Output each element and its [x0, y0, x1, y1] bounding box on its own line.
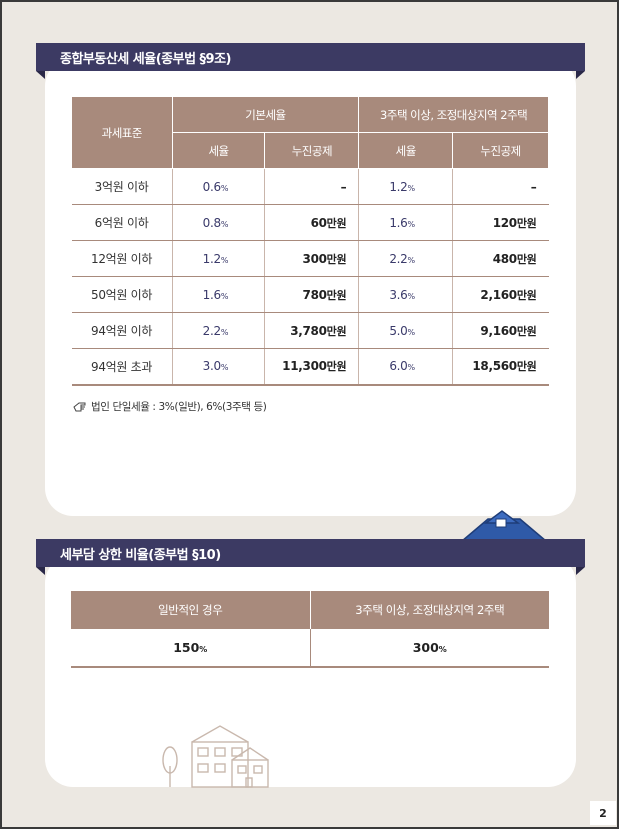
- note-text: 법인 단일세율 : 3%(일반), 6%(3주택 등): [91, 401, 267, 413]
- basic-rate-cell: 0.8%: [171, 204, 265, 241]
- basic-rate-cell: 0.6%: [171, 168, 265, 205]
- basic-deduction-cell: –: [264, 168, 359, 205]
- corporate-rate-note: 법인 단일세율 : 3%(일반), 6%(3주택 등): [73, 399, 267, 414]
- basic-deduction-cell: 3,780만원: [264, 312, 359, 349]
- basic-deduction-cell: 60만원: [264, 204, 359, 241]
- multi-deduction-cell: 480만원: [452, 240, 549, 277]
- multi-rate-cell: 3.6%: [358, 276, 453, 313]
- tax-rate-table: 과세표준 기본세율 3주택 이상, 조정대상지역 2주택 세율 누진공제 세율 …: [71, 96, 549, 386]
- multi-deduction-cell: 2,160만원: [452, 276, 549, 313]
- banner-fold-right: [576, 71, 585, 79]
- page-number: 2: [590, 801, 616, 825]
- header-standard: 과세표준: [71, 96, 173, 169]
- table-row: 3억원 이하 0.6% –1.2% –: [71, 168, 549, 205]
- tax-standard-cell: 12억원 이하: [71, 240, 173, 277]
- basic-rate-cell: 2.2%: [171, 312, 265, 349]
- multi-rate-cell: 5.0%: [358, 312, 453, 349]
- banner-fold-left: [36, 567, 45, 575]
- banner-fold-left: [36, 71, 45, 79]
- building-illustration: [162, 725, 269, 788]
- multi-rate-cell: 6.0%: [358, 348, 453, 386]
- header-basic-rate: 기본세율: [171, 96, 360, 133]
- table-row: 6억원 이하 0.8% 60만원 1.6% 120만원: [71, 204, 549, 241]
- tax-standard-cell: 3억원 이하: [71, 168, 173, 205]
- table-row: 12억원 이하 1.2% 300만원 2.2% 480만원: [71, 240, 549, 277]
- burden-cap-card: [45, 555, 576, 787]
- table-row: 94억원 초과 3.0% 11,300만원 6.0% 18,560만원: [71, 348, 549, 386]
- pointing-hand-icon: [73, 402, 86, 411]
- basic-rate-cell: 1.2%: [171, 240, 265, 277]
- header-multi-home: 3주택 이상, 조정대상지역 2주택: [358, 96, 549, 133]
- header-multi-home-case: 3주택 이상, 조정대상지역 2주택: [309, 591, 549, 629]
- multi-deduction-cell: 9,160만원: [452, 312, 549, 349]
- table-row: 150% 300%: [71, 629, 549, 668]
- cap-multi-value: 300%: [309, 629, 549, 668]
- subheader-multi-deduction: 누진공제: [452, 132, 549, 169]
- basic-deduction-cell: 780만원: [264, 276, 359, 313]
- subheader-basic-deduction: 누진공제: [264, 132, 360, 169]
- table-row: 50억원 이하 1.6% 780만원 3.6% 2,160만원: [71, 276, 549, 313]
- multi-deduction-cell: –: [452, 168, 549, 205]
- basic-rate-cell: 1.6%: [171, 276, 265, 313]
- multi-deduction-cell: 120만원: [452, 204, 549, 241]
- tax-standard-cell: 6억원 이하: [71, 204, 173, 241]
- basic-rate-cell: 3.0%: [171, 348, 265, 386]
- subheader-basic-rate: 세율: [171, 132, 266, 169]
- burden-cap-table: 일반적인 경우 3주택 이상, 조정대상지역 2주택 150% 300%: [71, 591, 549, 668]
- subheader-multi-rate: 세율: [358, 132, 454, 169]
- tax-standard-cell: 94억원 이하: [71, 312, 173, 349]
- header-general-case: 일반적인 경우: [71, 591, 310, 629]
- tax-standard-cell: 50억원 이하: [71, 276, 173, 313]
- section-title-tax-rate: 종합부동산세 세율(종부법 §9조): [36, 43, 585, 71]
- cap-general-value: 150%: [71, 629, 310, 668]
- section-title-burden-cap: 세부담 상한 비율(종부법 §10): [36, 539, 585, 567]
- banner-fold-right: [576, 567, 585, 575]
- table-row: 94억원 이하 2.2% 3,780만원 5.0% 9,160만원: [71, 312, 549, 349]
- basic-deduction-cell: 11,300만원: [264, 348, 359, 386]
- tax-standard-cell: 94억원 초과: [71, 348, 173, 386]
- multi-rate-cell: 1.6%: [358, 204, 453, 241]
- multi-rate-cell: 1.2%: [358, 168, 453, 205]
- basic-deduction-cell: 300만원: [264, 240, 359, 277]
- multi-deduction-cell: 18,560만원: [452, 348, 549, 386]
- multi-rate-cell: 2.2%: [358, 240, 453, 277]
